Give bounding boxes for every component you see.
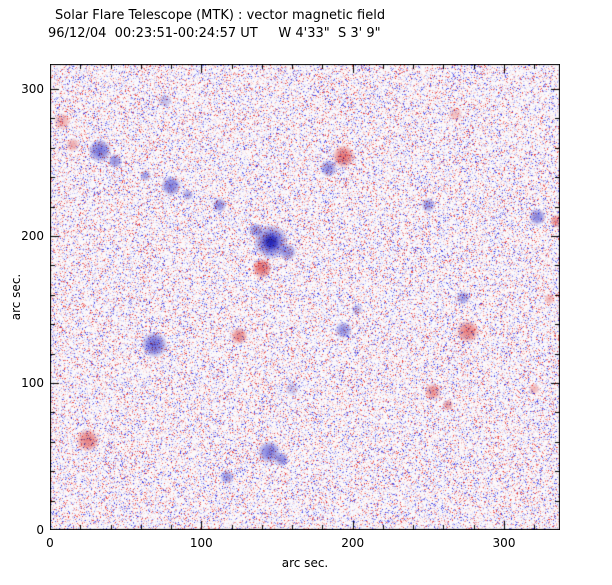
x-tick-label: 300 [492,536,516,550]
y-tick-label: 200 [21,228,44,243]
x-tick-label: 100 [189,536,213,550]
x-tick-label: 0 [46,536,54,550]
x-tick-label: 200 [341,536,365,550]
plot-subtitle: 96/12/04 00:23:51-00:24:57 UT W 4'33" S … [48,26,381,41]
plot-title: Solar Flare Telescope (MTK) : vector mag… [55,8,386,23]
y-tick-label: 0 [36,523,44,537]
y-tick-label: 100 [21,375,44,390]
y-tick-label: 300 [21,81,44,96]
plot-area: 0 100 200 300 0 100 200 300 [21,64,560,550]
magnetogram-canvas [50,64,560,530]
x-axis-title: arc sec. [281,556,329,570]
y-axis-title: arc sec. [9,273,23,321]
